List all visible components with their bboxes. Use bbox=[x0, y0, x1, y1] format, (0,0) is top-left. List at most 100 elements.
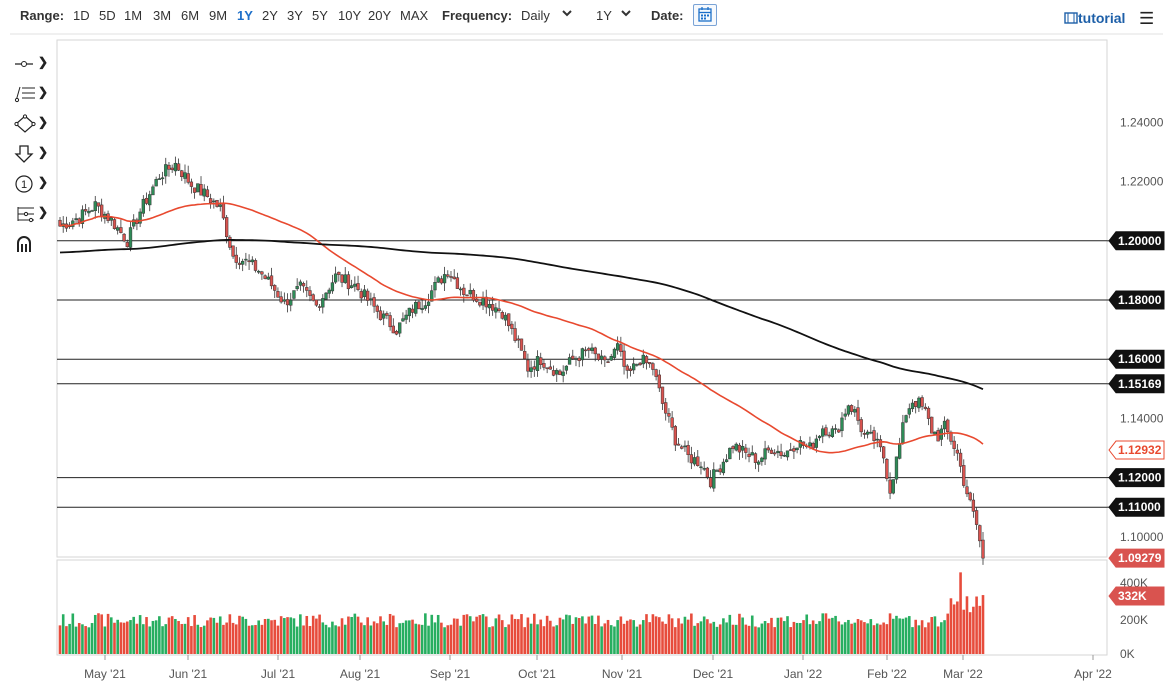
candle[interactable] bbox=[202, 184, 206, 202]
candle[interactable] bbox=[196, 183, 200, 193]
candle[interactable] bbox=[452, 269, 456, 280]
candle[interactable] bbox=[721, 458, 726, 476]
candle[interactable] bbox=[888, 472, 892, 500]
candle[interactable] bbox=[731, 445, 735, 454]
chevron-down-icon[interactable] bbox=[561, 6, 573, 23]
candle[interactable] bbox=[574, 356, 578, 367]
candle[interactable] bbox=[920, 395, 924, 411]
candle[interactable] bbox=[449, 271, 453, 282]
candle[interactable] bbox=[532, 360, 536, 377]
candle[interactable] bbox=[744, 443, 748, 460]
chevron-right-icon[interactable]: ❯ bbox=[38, 205, 49, 219]
candle[interactable] bbox=[465, 294, 469, 297]
candle[interactable] bbox=[529, 360, 533, 378]
candle[interactable] bbox=[462, 283, 466, 303]
candle[interactable] bbox=[205, 185, 210, 198]
candle[interactable] bbox=[442, 266, 447, 291]
candle[interactable] bbox=[225, 214, 229, 244]
candle[interactable] bbox=[112, 217, 117, 230]
tool-marker[interactable]: 1 ❯ bbox=[12, 174, 52, 198]
candle[interactable] bbox=[782, 452, 786, 457]
candle[interactable] bbox=[821, 425, 825, 444]
candle[interactable] bbox=[282, 292, 286, 305]
candle[interactable] bbox=[253, 258, 258, 273]
candle[interactable] bbox=[119, 219, 123, 234]
candle[interactable] bbox=[766, 445, 770, 453]
candle[interactable] bbox=[301, 281, 306, 293]
candle[interactable] bbox=[500, 310, 504, 320]
candle[interactable] bbox=[708, 470, 713, 489]
candle[interactable] bbox=[189, 178, 194, 194]
candle[interactable] bbox=[612, 347, 617, 361]
candle[interactable] bbox=[551, 365, 556, 377]
candle[interactable] bbox=[981, 531, 985, 565]
candle[interactable] bbox=[571, 349, 575, 361]
candle[interactable] bbox=[827, 431, 831, 439]
candle[interactable] bbox=[407, 307, 411, 323]
candle[interactable] bbox=[276, 287, 280, 298]
chevron-right-icon[interactable]: ❯ bbox=[38, 55, 49, 69]
candle[interactable] bbox=[567, 353, 572, 365]
candle[interactable] bbox=[170, 164, 174, 173]
candle[interactable] bbox=[87, 207, 91, 217]
candle[interactable] bbox=[468, 283, 472, 298]
range-max[interactable]: MAX bbox=[400, 8, 429, 23]
candle[interactable] bbox=[776, 445, 780, 458]
range-5d[interactable]: 5D bbox=[99, 8, 116, 23]
candle[interactable] bbox=[263, 274, 267, 280]
range-2y[interactable]: 2Y bbox=[262, 8, 278, 23]
candle[interactable] bbox=[587, 346, 591, 359]
candle[interactable] bbox=[907, 403, 911, 419]
candle[interactable] bbox=[862, 429, 867, 439]
candle[interactable] bbox=[176, 158, 181, 172]
calendar-button[interactable] bbox=[693, 4, 717, 26]
candle[interactable] bbox=[516, 335, 520, 349]
chevron-right-icon[interactable]: ❯ bbox=[38, 145, 49, 159]
candle[interactable] bbox=[750, 445, 754, 456]
candle[interactable] bbox=[654, 368, 658, 381]
candle[interactable] bbox=[74, 213, 78, 225]
candle[interactable] bbox=[404, 309, 408, 324]
candle[interactable] bbox=[333, 266, 338, 284]
candle[interactable] bbox=[151, 184, 155, 196]
candle[interactable] bbox=[116, 225, 120, 235]
candle[interactable] bbox=[526, 353, 530, 378]
candle[interactable] bbox=[330, 274, 335, 294]
candle[interactable] bbox=[458, 286, 463, 296]
candle[interactable] bbox=[904, 414, 908, 424]
candle[interactable] bbox=[715, 468, 719, 472]
candle[interactable] bbox=[872, 426, 876, 449]
candle[interactable] bbox=[664, 397, 668, 421]
candle[interactable] bbox=[362, 285, 367, 300]
candle[interactable] bbox=[946, 418, 950, 440]
tutorial-link[interactable]: tutorial bbox=[1064, 10, 1125, 26]
tool-magnet[interactable] bbox=[12, 234, 52, 258]
candle[interactable] bbox=[638, 362, 642, 366]
candle[interactable] bbox=[910, 399, 915, 413]
candle[interactable] bbox=[785, 450, 790, 461]
candle[interactable] bbox=[593, 346, 597, 362]
candle[interactable] bbox=[734, 442, 738, 452]
chevron-right-icon[interactable]: ❯ bbox=[38, 85, 49, 99]
candle[interactable] bbox=[80, 205, 85, 229]
candle[interactable] bbox=[840, 412, 844, 438]
candle[interactable] bbox=[740, 440, 745, 458]
candle[interactable] bbox=[539, 352, 543, 370]
candle[interactable] bbox=[535, 350, 540, 377]
candle[interactable] bbox=[692, 452, 697, 467]
candle[interactable] bbox=[686, 440, 690, 463]
candle[interactable] bbox=[962, 459, 966, 488]
candle[interactable] bbox=[648, 362, 652, 368]
candle[interactable] bbox=[426, 293, 431, 314]
tool-measure[interactable]: ❯ bbox=[12, 204, 52, 228]
candle[interactable] bbox=[833, 424, 838, 434]
candle[interactable] bbox=[599, 350, 604, 365]
candle[interactable] bbox=[279, 291, 283, 304]
candle[interactable] bbox=[958, 448, 963, 473]
candle[interactable] bbox=[273, 284, 277, 298]
candle[interactable] bbox=[891, 479, 895, 495]
candle[interactable] bbox=[244, 252, 248, 266]
candle[interactable] bbox=[955, 444, 960, 461]
candle[interactable] bbox=[366, 288, 370, 306]
candle[interactable] bbox=[83, 203, 88, 216]
